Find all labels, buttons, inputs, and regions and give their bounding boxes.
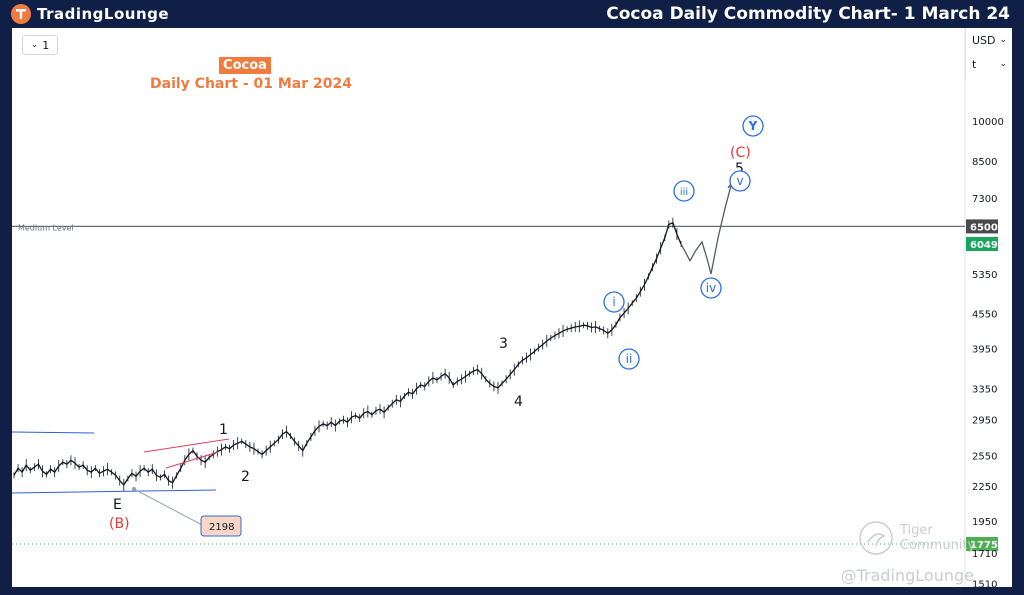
callout-label: 2198 <box>209 522 234 533</box>
price-tick-label: 1710 <box>972 549 997 560</box>
price-tick-label: 1510 <box>972 580 997 587</box>
chart-title-box: Cocoa Daily Chart - 01 Mar 2024 <box>150 54 352 92</box>
wave-label: 5 <box>735 161 744 177</box>
wave-label: 3 <box>499 336 508 352</box>
wave-label-circled: i <box>612 295 615 309</box>
callout-box <box>200 515 242 537</box>
wave-circle <box>700 277 722 299</box>
channel-upper-line <box>12 431 95 434</box>
price-tag <box>966 537 998 552</box>
wave-label: E <box>113 497 122 513</box>
chevron-down-icon: ⌄ <box>30 40 39 50</box>
logo: TradingLounge <box>10 3 169 25</box>
price-tick-label: 2250 <box>972 482 997 493</box>
currency-selector[interactable]: USD ⌄ t ⌄ <box>965 28 1012 80</box>
price-tick-label: 2550 <box>972 451 997 462</box>
wave-label-circled: Y <box>748 119 758 133</box>
wave-circle <box>673 180 695 202</box>
price-chart[interactable]: Medium Level 10000 8500 7300 6500 6049 5350 455… <box>12 28 1012 587</box>
price-tag <box>966 237 998 252</box>
chevron-down-icon: ⌄ <box>999 35 1007 45</box>
price-tick-label: 10000 <box>972 117 1004 128</box>
chevron-down-icon: ⌄ <box>999 59 1007 69</box>
price-tag-label: 6500 <box>970 222 998 233</box>
wave-label-red: (B) <box>109 516 130 532</box>
price-tick-label: 4550 <box>972 310 997 321</box>
interval-selector[interactable]: ⌄ 1 <box>22 35 58 55</box>
wave-circle <box>618 348 640 370</box>
top-bar: TradingLounge Cocoa Daily Commodity Char… <box>0 0 1024 28</box>
price-tick-label: 7300 <box>972 194 997 205</box>
wave-circle <box>742 115 764 137</box>
wedge-lower-line <box>165 451 219 469</box>
price-tick-label: 5350 <box>972 270 997 281</box>
tiger-logo-icon <box>859 521 893 555</box>
wave-label: 1 <box>219 422 228 438</box>
price-tag-label: 6049 <box>970 240 998 251</box>
price-tick-label: 3950 <box>972 344 997 355</box>
wave-label-circled: ii <box>626 352 633 366</box>
header-title: Cocoa Daily Commodity Chart- 1 March 24 <box>606 4 1010 24</box>
brand-name: TradingLounge <box>37 5 170 23</box>
wave-label-circled: iii <box>680 187 688 198</box>
tiger-community-mark: Tiger Community <box>858 520 1012 556</box>
logo-icon <box>11 4 31 24</box>
price-tag-label: 1775 <box>970 540 998 551</box>
price-tick-label: 2950 <box>972 416 997 427</box>
currency-row[interactable]: USD ⌄ <box>966 28 1012 52</box>
price-tag <box>966 219 998 234</box>
wave-label-circled: iv <box>706 281 716 295</box>
price-tick-label: 3350 <box>972 385 997 396</box>
price-series-line <box>13 221 682 486</box>
wave-circle <box>603 291 625 313</box>
wave-label: 2 <box>241 469 250 485</box>
currency-label: USD <box>972 33 996 47</box>
scale-row[interactable]: t ⌄ <box>966 52 1012 76</box>
chart-title: Cocoa <box>219 57 271 74</box>
wave-circle <box>729 170 751 192</box>
wedge-upper-line <box>143 438 230 453</box>
watermark: @TradingLounge <box>840 566 974 585</box>
tiger-community-label: Tiger Community <box>899 523 976 553</box>
wave-label-circled: v <box>736 174 743 188</box>
medium-level-label: Medium Level <box>18 223 74 232</box>
projection-path <box>680 181 733 275</box>
channel-lower-line <box>12 489 217 494</box>
wave-label-red: (C) <box>730 145 751 161</box>
scale-label: t <box>972 57 977 71</box>
price-tick-label: 1950 <box>972 517 997 528</box>
chart-subtitle: Daily Chart - 01 Mar 2024 <box>150 76 352 92</box>
wave-label: 4 <box>514 394 523 410</box>
callout-leader <box>133 488 205 527</box>
price-axis <box>965 28 1012 587</box>
chart-panel[interactable]: Medium Level 10000 8500 7300 6500 6049 5350 455… <box>12 28 1012 587</box>
price-tick-label: 8500 <box>972 157 997 168</box>
interval-value: 1 <box>42 38 50 52</box>
callout-anchor <box>132 487 136 491</box>
